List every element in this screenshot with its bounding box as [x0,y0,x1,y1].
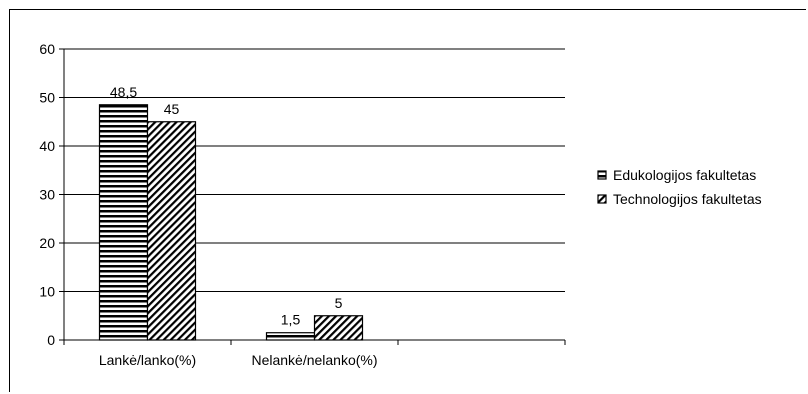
y-tick-label: 40 [39,138,55,154]
gridlines [64,48,565,292]
bar [313,315,364,341]
bar [98,104,149,341]
legend-label: Technologijos fakultetas [613,191,762,207]
y-tick-label: 30 [39,187,55,203]
y-tick-label: 50 [39,90,55,106]
chart-frame [9,9,806,392]
bars [98,104,364,341]
legend-swatch [597,170,607,180]
axes: 0 10 20 30 40 50 60 Lankė/lanko(%) Nelankė/nelan… [39,41,566,368]
data-label: 5 [335,295,343,311]
x-tick-label: Lankė/lanko(%) [99,352,196,368]
data-label: 45 [164,101,180,117]
bar [146,121,197,341]
y-tick-label: 0 [47,332,55,348]
data-label: 1,5 [281,312,301,328]
y-tick-label: 60 [39,41,55,57]
y-tick-label: 10 [39,284,55,300]
x-tick-label: Nelankė/nelanko(%) [251,352,377,368]
legend-swatch [597,194,607,204]
y-tick-label: 20 [39,235,55,251]
data-label: 48,5 [110,84,137,100]
bar [265,332,316,341]
legend: Edukologijos fakultetas Technologijos fak… [597,167,762,207]
legend-label: Edukologijos fakultetas [613,167,756,183]
data-labels: 48,5 1,5 45 5 [110,84,343,328]
